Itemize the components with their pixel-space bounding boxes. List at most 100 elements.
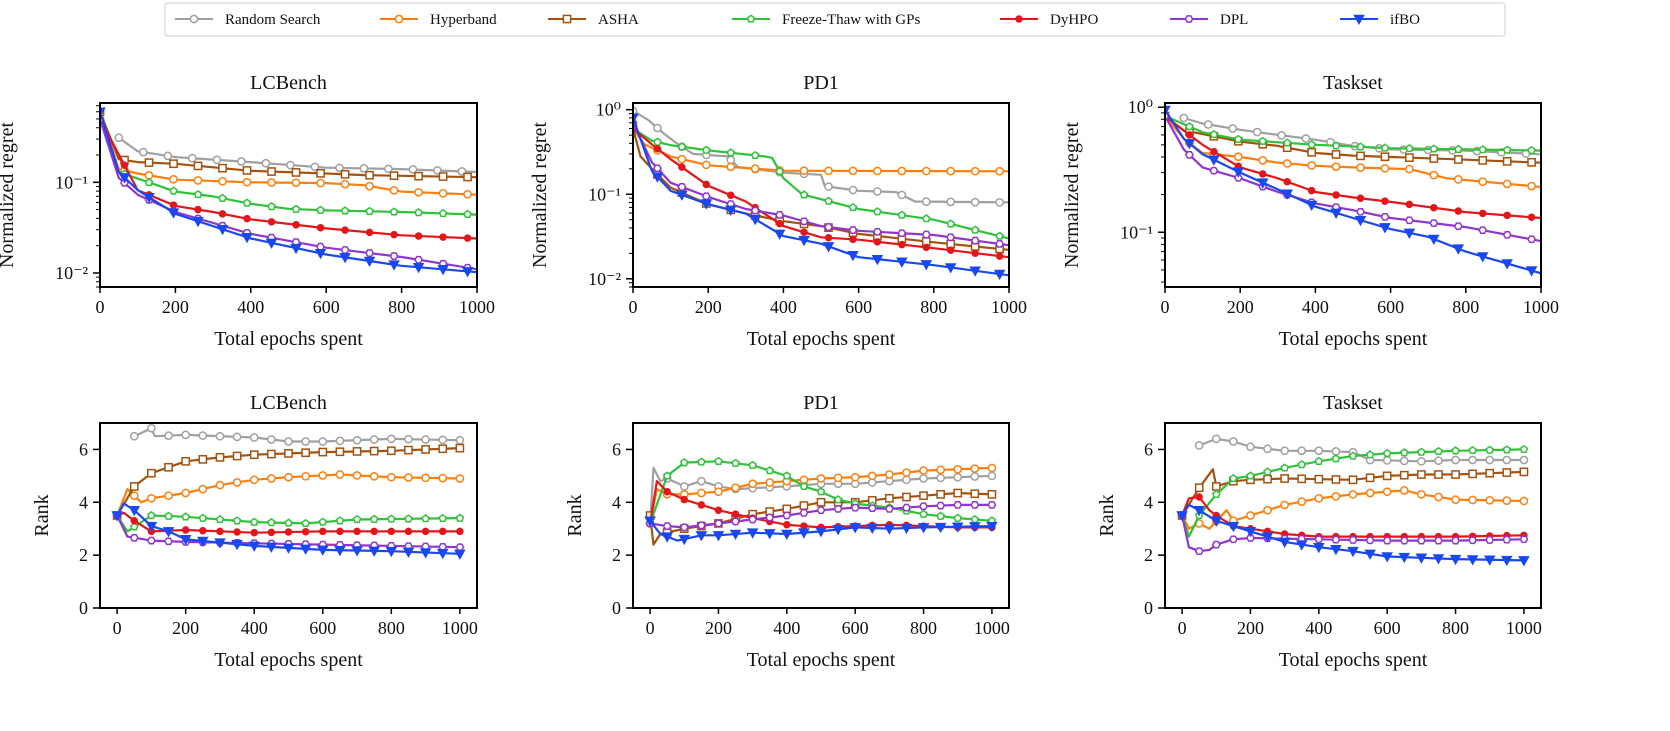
data-point xyxy=(181,512,190,521)
legend-marker xyxy=(189,14,199,24)
y-axis-label: Rank xyxy=(31,494,53,536)
data-point xyxy=(421,445,430,454)
data-point xyxy=(824,223,833,231)
data-point xyxy=(145,521,158,533)
subplot-title: PD1 xyxy=(803,72,839,94)
data-point xyxy=(816,497,826,507)
x-tick-label: 0 xyxy=(646,618,655,638)
data-point xyxy=(1382,536,1392,545)
data-point xyxy=(284,528,293,536)
data-point xyxy=(1478,226,1488,235)
data-point xyxy=(267,517,276,527)
data-point xyxy=(250,528,258,537)
data-point xyxy=(146,536,156,545)
data-point xyxy=(1468,455,1477,465)
data-point xyxy=(169,201,178,209)
data-point xyxy=(936,501,946,510)
data-point xyxy=(1280,500,1289,510)
data-point xyxy=(1417,447,1426,456)
data-point xyxy=(1203,120,1213,129)
data-point xyxy=(232,516,242,525)
data-point xyxy=(242,198,252,207)
data-point xyxy=(402,547,415,558)
data-point xyxy=(1399,456,1409,466)
data-point xyxy=(318,437,328,446)
data-point xyxy=(1234,134,1243,143)
legend-entry: Freeze-Thaw with GPs xyxy=(732,12,920,28)
data-point xyxy=(120,161,129,169)
x-tick-label: 1000 xyxy=(991,297,1027,317)
data-point xyxy=(286,160,295,170)
data-point xyxy=(714,456,723,465)
data-point xyxy=(319,527,327,536)
data-point xyxy=(702,180,711,189)
data-point xyxy=(386,434,396,444)
data-point xyxy=(193,176,203,185)
data-point xyxy=(1208,155,1220,166)
data-point xyxy=(763,529,776,540)
data-point xyxy=(1263,505,1272,515)
data-point xyxy=(301,518,310,528)
data-point xyxy=(746,528,759,539)
data-point xyxy=(1184,150,1194,159)
x-tick-label: 800 xyxy=(910,618,937,638)
data-point xyxy=(179,535,192,546)
data-point xyxy=(898,240,906,249)
data-point xyxy=(193,161,203,171)
data-point xyxy=(242,177,252,187)
data-point xyxy=(697,476,706,486)
data-point xyxy=(800,228,808,236)
data-point xyxy=(248,541,261,552)
data-point xyxy=(1263,444,1272,454)
data-point xyxy=(712,531,725,542)
data-point xyxy=(1280,446,1289,456)
data-point xyxy=(697,501,706,509)
data-point xyxy=(284,437,293,446)
data-point xyxy=(1365,450,1375,459)
data-point xyxy=(970,197,980,207)
data-point xyxy=(971,249,979,257)
data-point xyxy=(1331,454,1341,463)
data-point xyxy=(1415,553,1428,564)
data-point xyxy=(414,171,423,181)
data-point xyxy=(1229,473,1238,483)
data-point xyxy=(900,523,913,535)
data-point xyxy=(731,517,740,526)
data-point xyxy=(335,447,345,457)
data-point xyxy=(352,447,362,456)
data-point xyxy=(946,197,956,207)
data-point xyxy=(291,204,301,213)
data-point xyxy=(267,167,276,176)
data-point xyxy=(1399,448,1409,457)
data-point xyxy=(1430,203,1438,212)
data-point xyxy=(1229,437,1238,446)
data-point xyxy=(800,522,808,530)
x-tick-label: 600 xyxy=(1377,297,1404,317)
data-point xyxy=(1405,153,1414,162)
data-point xyxy=(267,435,276,444)
data-point xyxy=(867,471,877,481)
x-tick-label: 400 xyxy=(1305,618,1332,638)
data-point xyxy=(389,207,399,216)
data-point xyxy=(1252,127,1262,137)
x-axis-label: Total epochs spent xyxy=(214,649,363,671)
data-point xyxy=(883,524,896,535)
y-tick-label: 4 xyxy=(79,492,88,512)
data-point xyxy=(316,168,325,178)
x-tick-label: 800 xyxy=(920,297,947,317)
data-point xyxy=(731,483,740,493)
data-point xyxy=(147,468,156,478)
data-point xyxy=(1246,442,1255,452)
data-point xyxy=(1356,194,1365,203)
data-point xyxy=(249,433,259,442)
data-point xyxy=(341,226,349,234)
x-tick-label: 600 xyxy=(845,297,872,317)
data-point xyxy=(993,269,1006,281)
data-point xyxy=(995,252,1004,260)
data-point xyxy=(1468,536,1478,545)
data-point xyxy=(897,190,907,200)
x-tick-label: 200 xyxy=(162,297,189,317)
series-line-dpl xyxy=(633,122,1009,247)
data-point xyxy=(335,436,345,446)
y-tick-label: 10⁻² xyxy=(55,263,88,283)
